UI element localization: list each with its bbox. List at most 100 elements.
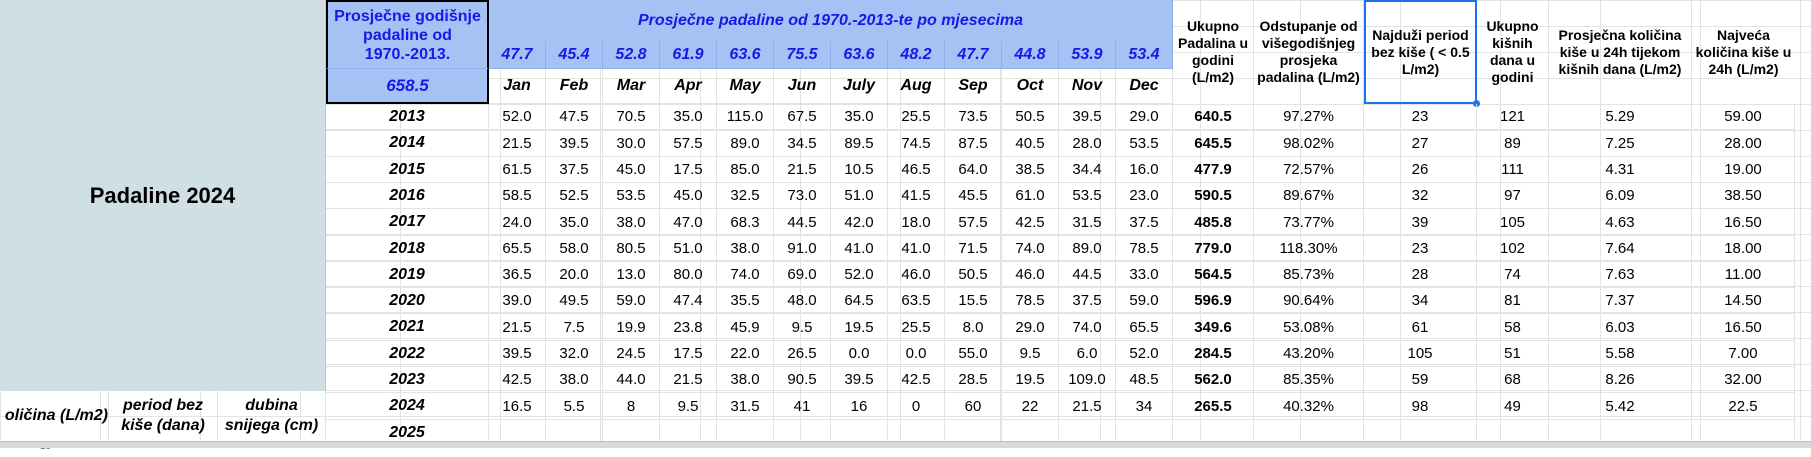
- monthly-avg-july[interactable]: 63.6: [831, 41, 888, 69]
- month-value[interactable]: 24.0: [489, 209, 546, 236]
- month-value[interactable]: 49.5: [546, 288, 603, 314]
- monthly-avg-jun[interactable]: 75.5: [774, 41, 831, 69]
- month-value[interactable]: 22.0: [717, 341, 774, 367]
- month-value[interactable]: 16.5: [489, 393, 546, 420]
- month-value[interactable]: 52.0: [1116, 341, 1173, 367]
- rainy-days-cell[interactable]: 81: [1477, 288, 1549, 314]
- max-24h-cell[interactable]: 22.5: [1692, 393, 1795, 420]
- month-value[interactable]: 38.0: [546, 367, 603, 393]
- month-value[interactable]: 39.5: [546, 130, 603, 157]
- month-value[interactable]: 58.5: [489, 183, 546, 209]
- month-value[interactable]: 16.0: [1116, 157, 1173, 183]
- month-value[interactable]: 89.0: [1059, 236, 1116, 262]
- month-apr[interactable]: Apr: [660, 69, 717, 104]
- month-value[interactable]: 89.5: [831, 130, 888, 157]
- month-feb[interactable]: Feb: [546, 69, 603, 104]
- month-value[interactable]: 19.5: [831, 314, 888, 341]
- month-value[interactable]: 69.0: [774, 262, 831, 288]
- bottom-label-dubina[interactable]: dubina snijega (cm): [218, 391, 326, 441]
- month-value[interactable]: 35.5: [717, 288, 774, 314]
- month-value[interactable]: 18.0: [888, 209, 945, 236]
- month-oct[interactable]: Oct: [1002, 69, 1059, 104]
- month-value[interactable]: 59.0: [603, 288, 660, 314]
- month-value[interactable]: 38.0: [717, 367, 774, 393]
- avg-24h-cell[interactable]: 7.64: [1549, 236, 1692, 262]
- rainy-days-cell[interactable]: 97: [1477, 183, 1549, 209]
- month-aug[interactable]: Aug: [888, 69, 945, 104]
- month-jun[interactable]: Jun: [774, 69, 831, 104]
- month-value[interactable]: 45.5: [945, 183, 1002, 209]
- monthly-avg-jan[interactable]: 47.7: [489, 41, 546, 69]
- monthly-avg-sep[interactable]: 47.7: [945, 41, 1002, 69]
- month-value[interactable]: 0.0: [831, 341, 888, 367]
- month-value[interactable]: 46.0: [888, 262, 945, 288]
- month-value[interactable]: 47.5: [546, 104, 603, 130]
- year-cell[interactable]: 2017: [326, 209, 489, 236]
- month-value[interactable]: 33.0: [1116, 262, 1173, 288]
- month-value[interactable]: 13.0: [603, 262, 660, 288]
- month-value[interactable]: 16: [831, 393, 888, 420]
- avg-24h-cell[interactable]: 6.09: [1549, 183, 1692, 209]
- month-value[interactable]: 0: [888, 393, 945, 420]
- month-value[interactable]: 61.0: [1002, 183, 1059, 209]
- dry-period-cell[interactable]: 59: [1364, 367, 1477, 393]
- month-value[interactable]: 21.5: [489, 314, 546, 341]
- month-value[interactable]: 90.5: [774, 367, 831, 393]
- month-value[interactable]: 8.0: [945, 314, 1002, 341]
- max-24h-cell[interactable]: 18.00: [1692, 236, 1795, 262]
- month-value[interactable]: 28.0: [1059, 130, 1116, 157]
- max-24h-cell[interactable]: 7.00: [1692, 341, 1795, 367]
- monthly-avg-aug[interactable]: 48.2: [888, 41, 945, 69]
- month-value[interactable]: 50.5: [945, 262, 1002, 288]
- month-value[interactable]: 35.0: [831, 104, 888, 130]
- month-value[interactable]: 57.5: [660, 130, 717, 157]
- monthly-avg-nov[interactable]: 53.9: [1059, 41, 1116, 69]
- month-value[interactable]: 5.5: [546, 393, 603, 420]
- month-value[interactable]: 48.5: [1116, 367, 1173, 393]
- deviation-cell[interactable]: 85.35%: [1254, 367, 1364, 393]
- month-value[interactable]: 10.5: [831, 157, 888, 183]
- month-value[interactable]: 21.5: [774, 157, 831, 183]
- total-cell[interactable]: 640.5: [1173, 104, 1254, 130]
- month-value[interactable]: 50.5: [1002, 104, 1059, 130]
- rainy-days-cell[interactable]: 68: [1477, 367, 1549, 393]
- month-value[interactable]: 51.0: [660, 236, 717, 262]
- monthly-avg-apr[interactable]: 61.9: [660, 41, 717, 69]
- max-24h-cell[interactable]: 32.00: [1692, 367, 1795, 393]
- month-value[interactable]: 35.0: [660, 104, 717, 130]
- month-value[interactable]: 57.5: [945, 209, 1002, 236]
- month-value[interactable]: 91.0: [774, 236, 831, 262]
- month-value[interactable]: 21.5: [660, 367, 717, 393]
- deviation-cell[interactable]: 72.57%: [1254, 157, 1364, 183]
- year-cell[interactable]: 2015: [326, 157, 489, 183]
- deviation-cell[interactable]: 89.67%: [1254, 183, 1364, 209]
- deviation-cell[interactable]: 53.08%: [1254, 314, 1364, 341]
- deviation-cell[interactable]: 43.20%: [1254, 341, 1364, 367]
- total-cell[interactable]: 645.5: [1173, 130, 1254, 157]
- header-longest-dry[interactable]: Najduži period bez kiše ( < 0.5 L/m2): [1364, 0, 1477, 104]
- month-value[interactable]: 38.5: [1002, 157, 1059, 183]
- month-value[interactable]: 64.5: [831, 288, 888, 314]
- month-value[interactable]: 42.0: [831, 209, 888, 236]
- month-value[interactable]: 30.0: [603, 130, 660, 157]
- month-value[interactable]: 31.5: [717, 393, 774, 420]
- month-value[interactable]: 0.0: [888, 341, 945, 367]
- dry-period-cell[interactable]: 23: [1364, 104, 1477, 130]
- dry-period-cell[interactable]: 23: [1364, 236, 1477, 262]
- month-value[interactable]: 8: [603, 393, 660, 420]
- month-value[interactable]: 80.0: [660, 262, 717, 288]
- rainy-days-cell[interactable]: 74: [1477, 262, 1549, 288]
- month-value[interactable]: 74.0: [717, 262, 774, 288]
- total-cell[interactable]: 779.0: [1173, 236, 1254, 262]
- month-value[interactable]: 80.5: [603, 236, 660, 262]
- month-value[interactable]: 109.0: [1059, 367, 1116, 393]
- month-value[interactable]: 7.5: [546, 314, 603, 341]
- month-value[interactable]: 42.5: [888, 367, 945, 393]
- monthly-avg-dec[interactable]: 53.4: [1116, 41, 1173, 69]
- header-rainy-days[interactable]: Ukupno kišnih dana u godini: [1477, 0, 1549, 104]
- avg-24h-cell[interactable]: 4.63: [1549, 209, 1692, 236]
- month-value[interactable]: 45.9: [717, 314, 774, 341]
- month-value[interactable]: 19.5: [1002, 367, 1059, 393]
- rainy-days-cell[interactable]: 51: [1477, 341, 1549, 367]
- avg-24h-cell[interactable]: 7.25: [1549, 130, 1692, 157]
